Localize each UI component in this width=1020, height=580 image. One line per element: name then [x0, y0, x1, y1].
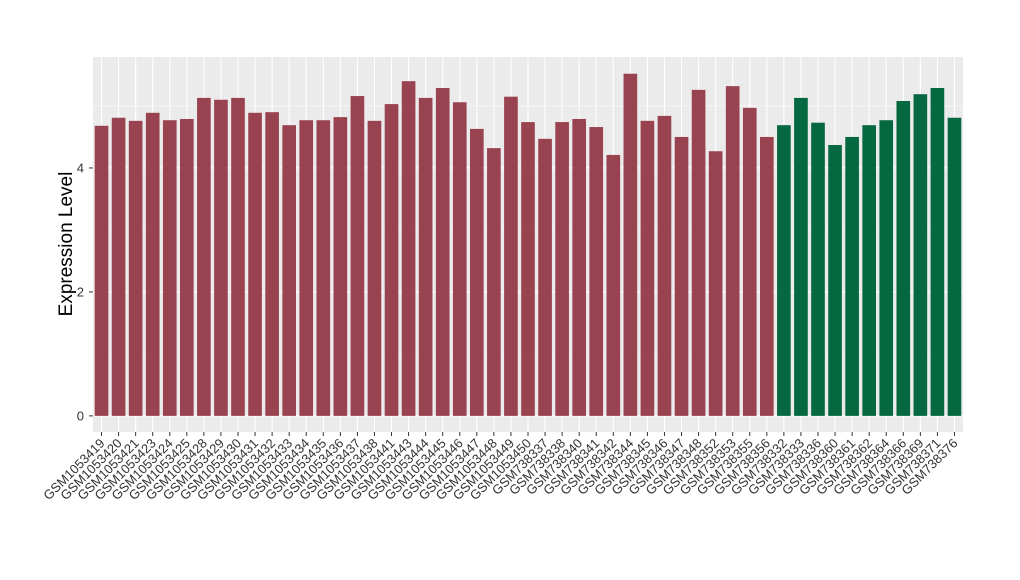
y-tick-label: 2 — [77, 284, 84, 299]
bar — [316, 120, 331, 416]
bar — [282, 125, 296, 416]
bar — [777, 125, 791, 416]
bar — [572, 118, 586, 416]
bar — [862, 125, 876, 416]
bar — [487, 148, 501, 416]
bar — [231, 97, 245, 416]
bar — [623, 73, 638, 416]
bar — [94, 125, 109, 416]
bar — [180, 118, 194, 416]
bar — [538, 138, 552, 416]
bar — [828, 145, 842, 416]
bar — [640, 120, 655, 416]
bar — [401, 81, 416, 416]
bar — [418, 97, 433, 416]
bar — [896, 101, 911, 416]
bar — [913, 94, 928, 416]
bar — [606, 154, 621, 416]
bar — [674, 136, 689, 416]
bar — [947, 117, 962, 416]
bar — [589, 127, 604, 416]
y-tick-label: 4 — [77, 160, 84, 175]
bar — [879, 120, 894, 416]
bar — [435, 87, 450, 416]
bar — [333, 117, 348, 416]
bar — [470, 128, 484, 416]
bar — [367, 120, 382, 416]
bar — [111, 117, 126, 416]
y-tick-label: 0 — [77, 408, 84, 423]
bar — [504, 96, 518, 416]
bar — [811, 122, 825, 416]
bar — [794, 97, 808, 416]
bar — [725, 86, 740, 416]
bar — [708, 151, 723, 416]
bar — [555, 122, 569, 416]
bar — [657, 115, 672, 416]
bar — [384, 104, 399, 416]
bar — [930, 87, 945, 416]
bar — [691, 89, 706, 416]
bar — [265, 112, 279, 416]
bar — [521, 122, 535, 416]
bar — [350, 96, 365, 416]
bar — [197, 97, 211, 416]
bar — [214, 99, 228, 416]
bar — [452, 102, 467, 416]
y-axis-label: Expression Level — [56, 172, 77, 317]
bar — [162, 120, 177, 416]
bar — [299, 120, 314, 416]
bar — [145, 112, 160, 416]
bar — [248, 112, 262, 416]
bar — [742, 107, 757, 416]
bar — [760, 136, 774, 416]
bar — [128, 120, 143, 416]
bar — [845, 136, 859, 416]
